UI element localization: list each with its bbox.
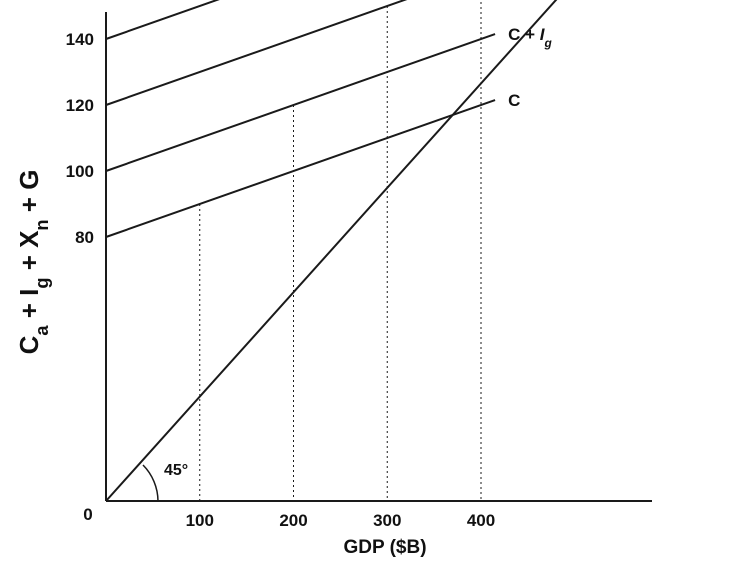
x-tick-label-3: 300 — [373, 511, 401, 530]
dropline-group — [199, 0, 482, 501]
series-label-1: C — [508, 91, 520, 110]
series-line-4 — [105, 0, 220, 40]
tick-group: 100 200 300 400 80 100 120 140 — [66, 30, 496, 530]
axes-group — [105, 12, 652, 502]
x-axis-title: GDP ($B) — [343, 537, 426, 558]
x-tick-label-2: 200 — [279, 511, 307, 530]
reference-line-group — [105, 0, 558, 502]
y-tick-label-1: 80 — [75, 228, 94, 247]
y-tick-label-2: 100 — [66, 162, 94, 181]
x-tick-label-1: 100 — [186, 511, 214, 530]
series-line-2 — [105, 33, 496, 172]
series-label-2: C + Ig — [508, 25, 552, 50]
y-axis-title: Ca + Ig + Xn + G — [14, 170, 52, 355]
x-tick-label-4: 400 — [467, 511, 495, 530]
series-group — [105, 0, 496, 238]
series-line-3 — [105, 0, 408, 106]
y-tick-label-4: 140 — [66, 30, 94, 49]
series-line-1 — [105, 99, 496, 238]
angle-label: 45° — [164, 462, 188, 479]
y-tick-label-3: 120 — [66, 96, 94, 115]
angle-arc — [142, 464, 159, 502]
reference-line-45 — [105, 0, 558, 502]
origin-label: 0 — [83, 505, 92, 524]
series-label-group: CC + IgC + Ig + XnCa + Ig + Xn + G — [508, 25, 552, 110]
